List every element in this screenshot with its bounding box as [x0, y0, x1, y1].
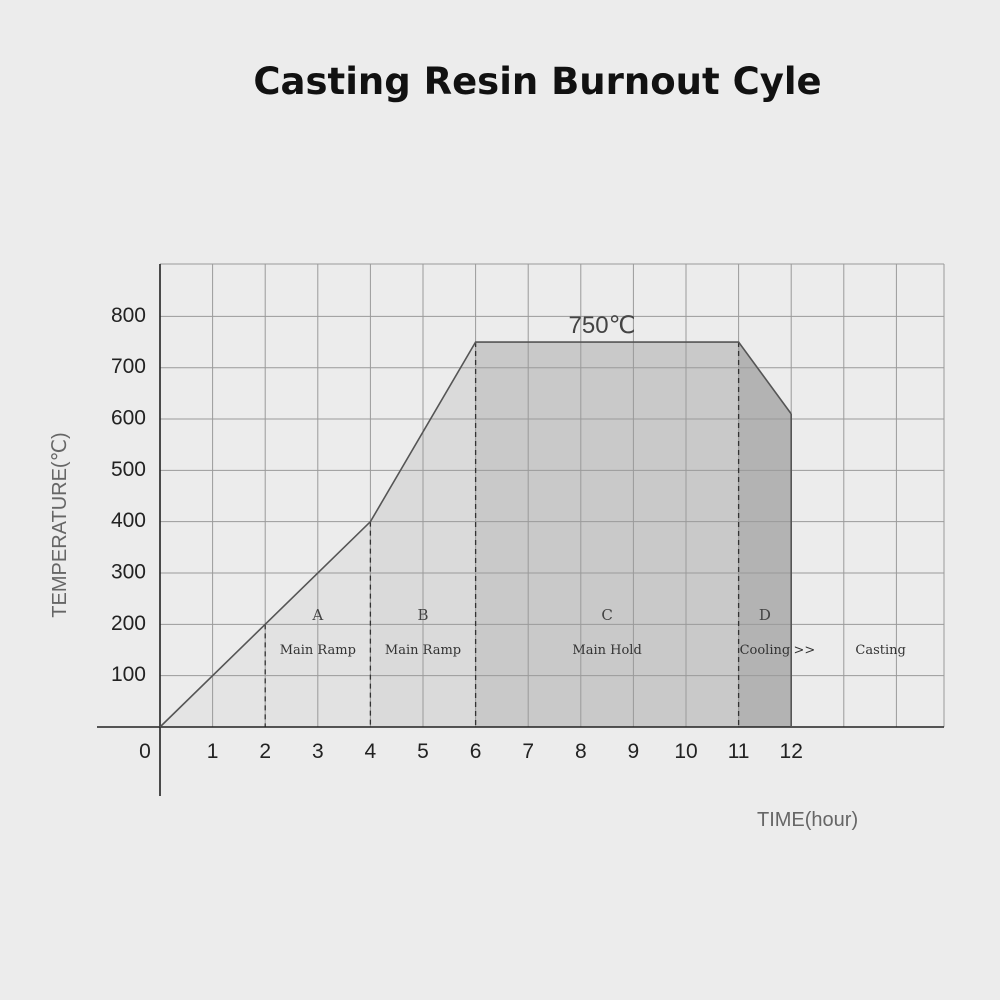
chart-title: Casting Resin Burnout Cyle — [253, 60, 822, 103]
y-tick-label: 700 — [111, 355, 146, 378]
phase-letter: B — [417, 606, 428, 624]
x-tick-label: 2 — [259, 740, 271, 763]
x-axis-label: TIME(hour) — [757, 809, 858, 831]
x-tick-label: 7 — [522, 740, 534, 763]
phase-name: Main Ramp — [280, 643, 356, 658]
x-tick-label: 6 — [470, 740, 482, 763]
x-tick-label: 12 — [780, 740, 803, 763]
x-tick-label: 11 — [728, 740, 750, 763]
phase-name: Cooling — [740, 643, 791, 658]
y-tick-label: 300 — [111, 561, 146, 584]
x-tick-label: 8 — [575, 740, 587, 763]
arrow-label: >> — [793, 643, 815, 658]
phase-fill-c — [475, 342, 739, 727]
phase-name: Main Ramp — [385, 643, 461, 658]
phase-letter: A — [311, 606, 323, 624]
y-tick-label: 500 — [111, 458, 146, 481]
y-axis-label: TEMPERATURE(℃) — [49, 432, 71, 617]
casting-label: Casting — [855, 643, 905, 658]
phase-name: Main Hold — [572, 643, 641, 658]
x-tick-label: 3 — [312, 740, 324, 763]
peak-temperature-label: 750℃ — [569, 312, 636, 339]
temperature-line — [159, 341, 792, 728]
x-tick-label: 5 — [417, 740, 429, 763]
x-tick-label: 10 — [674, 740, 697, 763]
y-tick-label: 400 — [111, 509, 146, 532]
x-tick-label: 4 — [365, 740, 377, 763]
y-tick-label: 100 — [111, 663, 146, 686]
y-tick-label: 600 — [111, 407, 146, 430]
x-tick-label: 1 — [207, 740, 219, 763]
x-tick-label: 9 — [628, 740, 640, 763]
phase-letter: D — [759, 606, 771, 624]
y-tick-label: 800 — [111, 304, 146, 327]
x-tick-label: 0 — [139, 740, 151, 763]
phase-fill-d — [738, 342, 792, 727]
phase-letter: C — [601, 606, 612, 624]
y-tick-label: 200 — [111, 612, 146, 635]
